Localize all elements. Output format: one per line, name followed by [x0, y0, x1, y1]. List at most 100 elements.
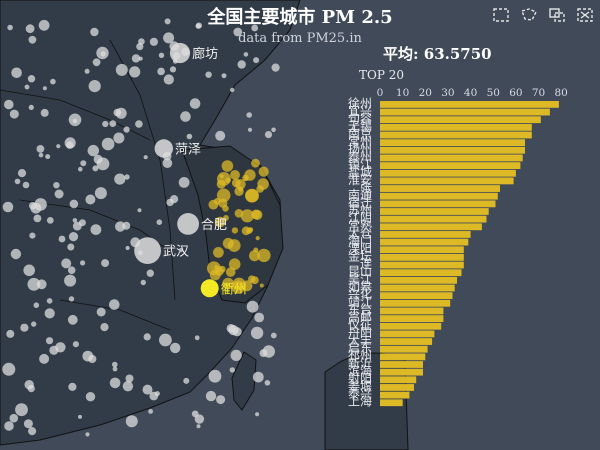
- island-mass: [231, 351, 257, 411]
- category-label: 江阴: [348, 211, 372, 225]
- highlight-point: [216, 188, 231, 203]
- highlight-point: [244, 169, 256, 181]
- bar[interactable]: [380, 276, 457, 284]
- scatter-point: [33, 214, 42, 223]
- city-marker[interactable]: [154, 139, 173, 158]
- city-marker[interactable]: [177, 213, 200, 235]
- bar[interactable]: [380, 330, 435, 338]
- bar[interactable]: [380, 192, 498, 200]
- city-marker[interactable]: [134, 237, 162, 264]
- highlight-point: [230, 170, 240, 180]
- bar[interactable]: [380, 315, 444, 322]
- scatter-point: [250, 326, 264, 340]
- scatter-point: [92, 58, 101, 67]
- clear-select-icon[interactable]: [574, 6, 596, 24]
- bar[interactable]: [380, 254, 464, 261]
- bar[interactable]: [380, 353, 426, 361]
- scatter-point: [44, 308, 55, 319]
- highlight-point: [255, 236, 260, 241]
- bar[interactable]: [380, 368, 423, 376]
- scatter-point: [27, 385, 35, 393]
- bar[interactable]: [380, 223, 482, 231]
- bar[interactable]: [380, 177, 514, 185]
- bar[interactable]: [380, 292, 453, 300]
- scatter-point: [115, 63, 128, 76]
- city-marker[interactable]: [169, 42, 191, 64]
- bar[interactable]: [380, 231, 471, 238]
- zoom-select-icon[interactable]: [490, 6, 512, 24]
- bar[interactable]: [380, 338, 433, 345]
- scatter-point: [42, 86, 47, 91]
- scatter-point: [64, 274, 77, 287]
- city-label: 合肥: [201, 218, 227, 233]
- scatter-point: [29, 232, 36, 239]
- bar[interactable]: [380, 208, 489, 215]
- scatter-point: [50, 78, 56, 85]
- bar[interactable]: [380, 269, 462, 277]
- bar[interactable]: [380, 299, 451, 307]
- bar[interactable]: [380, 345, 428, 353]
- bar[interactable]: [380, 238, 469, 246]
- bar[interactable]: [380, 322, 442, 330]
- scatter-point: [143, 155, 148, 160]
- rect-select-icon[interactable]: [546, 6, 568, 24]
- bar[interactable]: [380, 139, 525, 147]
- bar[interactable]: [380, 307, 444, 315]
- bar[interactable]: [380, 169, 516, 177]
- bar[interactable]: [380, 284, 455, 292]
- bar[interactable]: [380, 261, 464, 269]
- category-label: 启东: [348, 341, 372, 355]
- scatter-point: [142, 384, 153, 395]
- chart-toolbar: [490, 6, 596, 24]
- scatter-point: [29, 202, 37, 210]
- bar[interactable]: [380, 200, 496, 208]
- highlight-point: [245, 188, 259, 203]
- scatter-point: [17, 169, 27, 178]
- bar[interactable]: [380, 246, 464, 254]
- scatter-point: [101, 137, 115, 151]
- bar[interactable]: [380, 116, 541, 124]
- bar[interactable]: [380, 215, 487, 223]
- category-label: 镇江: [348, 158, 372, 172]
- scatter-point: [85, 432, 90, 437]
- x-tick-label: 0: [377, 87, 384, 99]
- scatter-point: [40, 108, 49, 117]
- category-label: 溧阳: [348, 242, 372, 256]
- bar[interactable]: [380, 399, 403, 407]
- city-marker[interactable]: [200, 279, 219, 298]
- category-label: 滨海: [348, 363, 372, 378]
- highlight-point: [222, 237, 234, 249]
- bar[interactable]: [380, 185, 500, 192]
- scatter-point: [170, 342, 181, 354]
- scatter-point: [149, 37, 158, 46]
- bar[interactable]: [380, 108, 550, 116]
- category-label: 邳州: [348, 349, 372, 363]
- highlight-point: [213, 247, 224, 258]
- scatter-point: [122, 381, 134, 392]
- bar[interactable]: [380, 131, 532, 139]
- category-label: 泰州: [348, 150, 372, 164]
- scatter-point: [237, 60, 246, 69]
- scatter-point: [125, 245, 130, 251]
- bar[interactable]: [380, 101, 559, 108]
- scatter-point: [164, 18, 171, 25]
- scatter-point: [124, 174, 130, 180]
- scatter-point: [228, 325, 239, 336]
- bar[interactable]: [380, 154, 523, 162]
- bar[interactable]: [380, 376, 417, 384]
- category-label: 射阳: [348, 371, 372, 386]
- bar[interactable]: [380, 146, 525, 154]
- bar[interactable]: [380, 361, 423, 368]
- scatter-point: [67, 314, 78, 325]
- bar[interactable]: [380, 123, 532, 131]
- bar[interactable]: [380, 384, 414, 391]
- highlight-point: [257, 248, 271, 263]
- scatter-point: [230, 349, 242, 361]
- scatter-point: [180, 111, 191, 122]
- bar[interactable]: [380, 162, 521, 169]
- bar[interactable]: [380, 391, 410, 399]
- scatter-point: [123, 126, 130, 133]
- highlight-point: [228, 258, 241, 271]
- lasso-select-icon[interactable]: [518, 6, 540, 24]
- scatter-point: [191, 410, 199, 418]
